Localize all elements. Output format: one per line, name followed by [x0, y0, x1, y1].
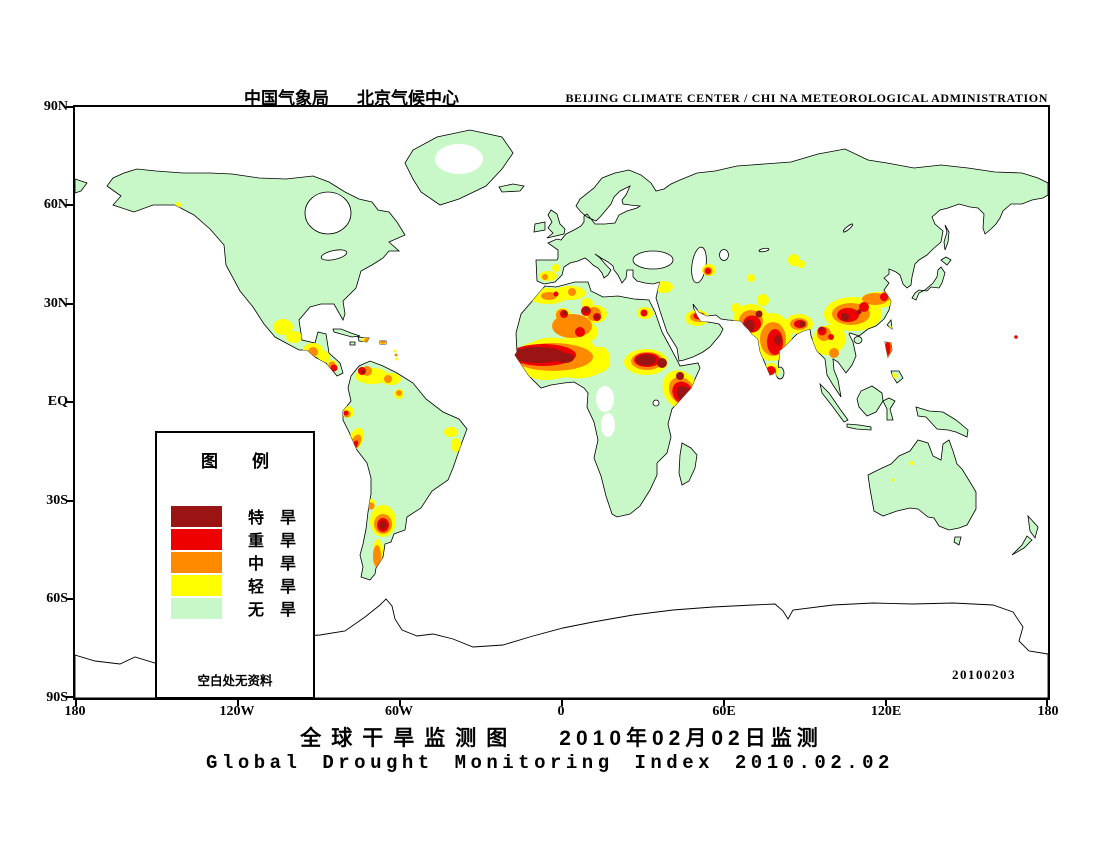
- lon-tick: [561, 700, 563, 706]
- lat-label-90n: 90N: [43, 99, 68, 114]
- lon-tick: [1046, 700, 1048, 706]
- legend-label-none: 无 旱: [248, 602, 297, 619]
- lat-tick: [66, 204, 74, 206]
- lat-tick: [66, 598, 74, 600]
- drought-regions: [175, 202, 914, 567]
- legend: 图 例 特 旱 重 旱 中 旱 轻 旱 无 旱: [155, 431, 315, 699]
- legend-swatch-extreme: [171, 505, 222, 527]
- lat-label-30s: 30S: [46, 493, 68, 508]
- lon-tick: [723, 700, 725, 706]
- legend-label-light: 轻 旱: [248, 579, 297, 596]
- lat-tick: [66, 696, 74, 698]
- legend-title-char-1: 图: [201, 452, 218, 471]
- map-canvas: 图 例 特 旱 重 旱 中 旱 轻 旱 无 旱: [73, 105, 1050, 700]
- lat-tick: [66, 303, 74, 305]
- lon-tick: [885, 700, 887, 706]
- lon-label-60w: 60W: [385, 704, 413, 719]
- legend-swatch-moderate: [171, 551, 222, 573]
- lat-label-60n: 60N: [43, 197, 68, 212]
- legend-nodata-note: 空白处无资料: [197, 674, 273, 688]
- footer-title-cn-date: 2010年02月02日监测: [559, 727, 823, 750]
- lat-tick: [66, 106, 74, 108]
- legend-item-none: 无 旱: [171, 597, 296, 619]
- header-center-cn: 北京气候中心: [357, 89, 459, 108]
- header-title-english: BEIJING CLIMATE CENTER / CHI NA METEOROL…: [565, 91, 1048, 105]
- legend-swatch-severe: [171, 528, 222, 550]
- water-and-nodata: [304, 144, 854, 437]
- lat-label-eq: EQ: [47, 394, 68, 409]
- lon-label-120w: 120W: [219, 704, 255, 719]
- legend-title-char-2: 例: [252, 452, 269, 471]
- lon-label-180e: 180: [1037, 704, 1059, 719]
- world-drought-map: [75, 129, 1048, 698]
- legend-swatch-none: [171, 597, 222, 619]
- lat-label-90s: 90S: [46, 690, 68, 705]
- legend-label-extreme: 特 旱: [248, 510, 297, 527]
- legend-title: 图 例: [157, 447, 313, 472]
- lon-label-180w: 180: [64, 704, 86, 719]
- legend-item-severe: 重 旱: [171, 528, 296, 550]
- lat-tick: [66, 401, 74, 403]
- lon-tick: [75, 700, 77, 706]
- lon-tick: [399, 700, 401, 706]
- legend-label-severe: 重 旱: [248, 533, 297, 550]
- header-title-chinese: 中国气象局 北京气候中心: [244, 84, 459, 109]
- footer-title-english: Global Drought Monitoring Index 2010.02.…: [206, 752, 894, 774]
- lon-label-0: 0: [557, 704, 565, 719]
- lat-label-30n: 30N: [43, 296, 68, 311]
- legend-label-moderate: 中 旱: [248, 556, 297, 573]
- map-date-stamp: 20100203: [952, 667, 1016, 682]
- footer-title-chinese: 全球干旱监测图 2010年02月02日监测: [75, 722, 1048, 752]
- legend-item-extreme: 特 旱: [171, 505, 296, 527]
- legend-item-light: 轻 旱: [171, 574, 296, 596]
- lon-tick: [237, 700, 239, 706]
- lon-label-60e: 60E: [712, 704, 736, 719]
- footer-title-cn-name: 全球干旱监测图: [300, 727, 518, 750]
- legend-item-moderate: 中 旱: [171, 551, 296, 573]
- lat-tick: [66, 500, 74, 502]
- header-agency-cn: 中国气象局: [244, 89, 329, 108]
- small-island-points: [393, 335, 1018, 361]
- lon-label-120e: 120E: [870, 704, 902, 719]
- legend-swatch-light: [171, 574, 222, 596]
- lat-label-60s: 60S: [46, 591, 68, 606]
